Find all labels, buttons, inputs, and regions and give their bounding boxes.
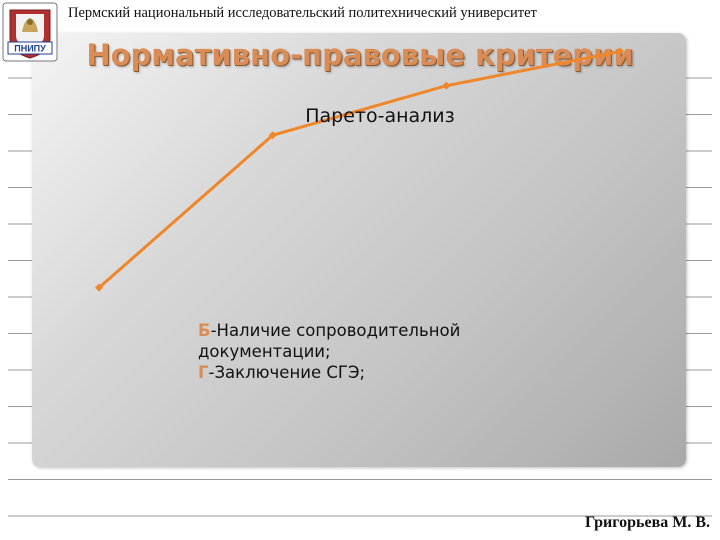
series-line — [98, 49, 621, 289]
annotation-line-g: Г-Заключение СГЭ; — [198, 362, 460, 383]
annotation-letter-b: Б — [198, 321, 211, 340]
chart-title: Парето-анализ — [305, 105, 455, 127]
annotation-text-g: -Заключение СГЭ; — [208, 363, 366, 382]
author-name: Григорьева М. В. — [584, 514, 710, 531]
university-name: Пермский национальный исследовательский … — [68, 5, 537, 21]
chart-annotation: Б-Наличие сопроводительной документации;… — [198, 320, 460, 383]
annotation-line-b: Б-Наличие сопроводительной — [198, 320, 460, 341]
annotation-line-b2: документации; — [198, 341, 460, 362]
annotation-text-b: -Наличие сопроводительной — [210, 321, 461, 340]
data-point-marker — [616, 47, 624, 56]
annotation-text-b2: документации; — [198, 342, 331, 361]
logo-text: ПНИПУ — [14, 44, 46, 54]
university-logo: ПНИПУ — [2, 2, 58, 62]
data-point-marker — [95, 283, 103, 292]
data-point-marker — [442, 81, 451, 90]
data-point-marker — [268, 131, 277, 140]
annotation-letter-g: Г — [198, 363, 209, 382]
